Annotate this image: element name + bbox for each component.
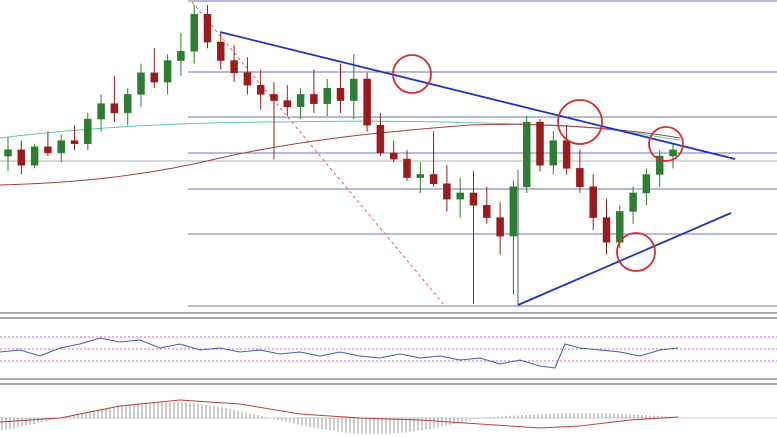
candle-body [522,121,531,188]
candle-body [177,51,185,61]
candle-body [363,78,371,126]
candle-body [30,146,39,166]
candle-body [589,186,597,218]
candle-body [669,149,677,157]
candle-body [243,72,252,86]
candle-body [163,60,172,83]
candle-body [97,103,105,120]
circle [392,54,432,94]
candle-body [456,192,464,200]
candle-body [84,118,92,144]
candle-body [509,186,518,237]
candle-body [469,192,478,206]
candle-body [270,94,278,101]
candle-body [536,121,544,166]
candle-body [416,174,425,178]
circle [616,232,656,272]
candle-body [403,158,411,178]
candle-body [110,103,119,114]
candle-body [483,205,491,218]
candle-body [350,78,358,101]
signal-line [0,399,679,429]
candle-body [443,183,451,200]
candle-body [310,94,318,104]
candle-body [256,84,265,95]
candle-body [655,155,664,175]
candle-body [44,146,52,154]
candle-body [323,87,331,104]
candle-body [137,72,145,95]
candle-body [150,72,159,83]
oscillator-line [0,337,679,369]
candle-body [549,140,558,166]
candle-body [296,94,305,107]
oscillator-panel [0,336,777,369]
fib-levels [0,0,777,307]
candle-body [602,217,611,243]
candle-body [336,87,345,101]
trendline [517,212,732,306]
candle-body [70,140,79,144]
circle [648,126,684,162]
candle-body [642,174,651,194]
candle-body [217,41,225,61]
candle-body [429,174,438,184]
trendline [219,31,736,160]
candle-body [230,60,238,74]
candle-body [496,217,504,237]
highlight-circles [392,54,684,272]
moving-average-slow [0,123,681,186]
panel-borders [0,312,777,385]
candle-body [203,14,212,43]
circle [557,99,603,145]
candle-body [4,149,12,157]
candle-body [562,140,571,169]
candle-body [376,124,385,154]
candle-body [57,140,65,154]
candle-body [283,100,292,107]
candle-body [123,94,132,114]
candle-body [629,192,637,212]
candle-body [576,168,584,188]
candle-body [389,152,398,160]
candle-body [17,149,26,166]
macd-panel [0,399,777,434]
candle-body [190,14,198,52]
